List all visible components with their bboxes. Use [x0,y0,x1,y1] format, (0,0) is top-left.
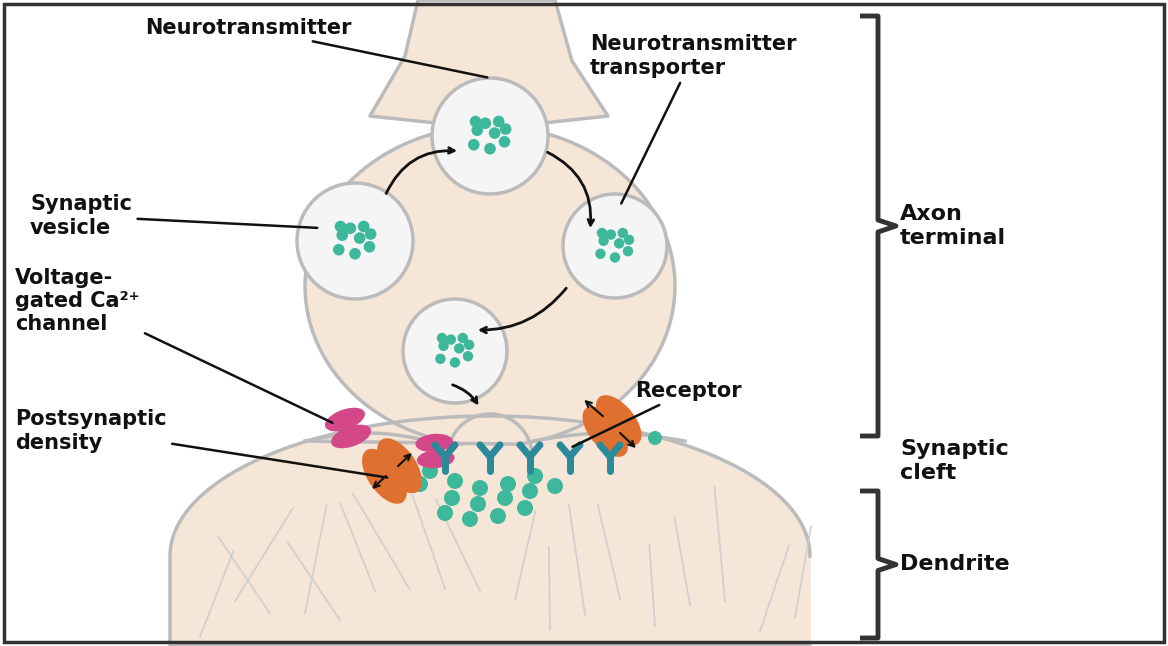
Circle shape [598,236,609,246]
Circle shape [354,233,366,244]
Circle shape [432,442,438,448]
Ellipse shape [596,395,641,446]
Circle shape [477,442,484,448]
Circle shape [596,249,606,259]
Circle shape [333,244,345,256]
Circle shape [336,229,348,241]
Circle shape [437,505,453,521]
Circle shape [499,136,510,147]
Text: Dendrite: Dendrite [901,554,1009,574]
Polygon shape [171,416,809,646]
Circle shape [516,442,523,448]
Circle shape [436,353,446,364]
Circle shape [485,143,495,154]
Circle shape [357,221,369,233]
Circle shape [496,442,503,448]
Circle shape [597,442,604,448]
Circle shape [452,442,458,448]
Circle shape [444,490,460,506]
Ellipse shape [416,434,453,452]
Circle shape [577,442,583,448]
Circle shape [624,234,634,245]
Circle shape [491,508,506,524]
Circle shape [617,442,624,448]
Text: Neurotransmitter
transporter: Neurotransmitter transporter [590,34,797,203]
Circle shape [498,490,513,506]
Circle shape [470,496,486,512]
Circle shape [493,116,505,127]
Circle shape [447,473,463,489]
Circle shape [472,125,484,136]
Circle shape [614,238,625,249]
Circle shape [500,476,516,492]
Circle shape [618,228,628,238]
Circle shape [454,343,465,353]
Circle shape [463,351,473,361]
Circle shape [472,480,488,496]
Circle shape [335,221,346,233]
Circle shape [437,333,447,343]
Circle shape [446,335,456,345]
Circle shape [349,248,361,260]
Text: Voltage-
gated Ca²⁺
channel: Voltage- gated Ca²⁺ channel [15,268,333,422]
Circle shape [468,139,480,151]
Ellipse shape [325,408,364,432]
Circle shape [450,357,460,368]
Circle shape [527,468,543,484]
Circle shape [610,252,620,263]
Circle shape [536,442,543,448]
Text: Neurotransmitter: Neurotransmitter [145,18,487,78]
Circle shape [522,483,538,499]
Circle shape [606,229,616,240]
Ellipse shape [362,449,406,504]
Circle shape [345,222,356,234]
Circle shape [470,116,481,127]
Text: Receptor: Receptor [572,381,742,447]
Ellipse shape [377,438,422,494]
Circle shape [412,476,427,492]
Circle shape [563,194,667,298]
Circle shape [297,183,413,299]
Circle shape [557,442,563,448]
Text: Postsynaptic
density: Postsynaptic density [15,410,388,477]
Circle shape [517,500,533,516]
Text: Synaptic
vesicle: Synaptic vesicle [30,194,318,238]
Circle shape [623,246,633,256]
Circle shape [432,78,548,194]
Circle shape [463,511,478,527]
Circle shape [458,333,468,343]
Circle shape [363,241,375,253]
Circle shape [597,228,607,238]
Circle shape [500,123,512,135]
Circle shape [422,463,438,479]
Ellipse shape [583,406,628,457]
Circle shape [403,299,507,403]
Text: Axon
terminal: Axon terminal [901,204,1006,247]
Circle shape [648,431,662,445]
Ellipse shape [417,450,454,468]
Circle shape [489,127,500,139]
Circle shape [464,340,474,350]
Text: Synaptic
cleft: Synaptic cleft [901,439,1009,483]
Circle shape [547,478,563,494]
Circle shape [480,118,492,129]
Circle shape [438,340,449,351]
Polygon shape [305,0,675,444]
Circle shape [364,228,376,240]
Ellipse shape [331,424,371,448]
